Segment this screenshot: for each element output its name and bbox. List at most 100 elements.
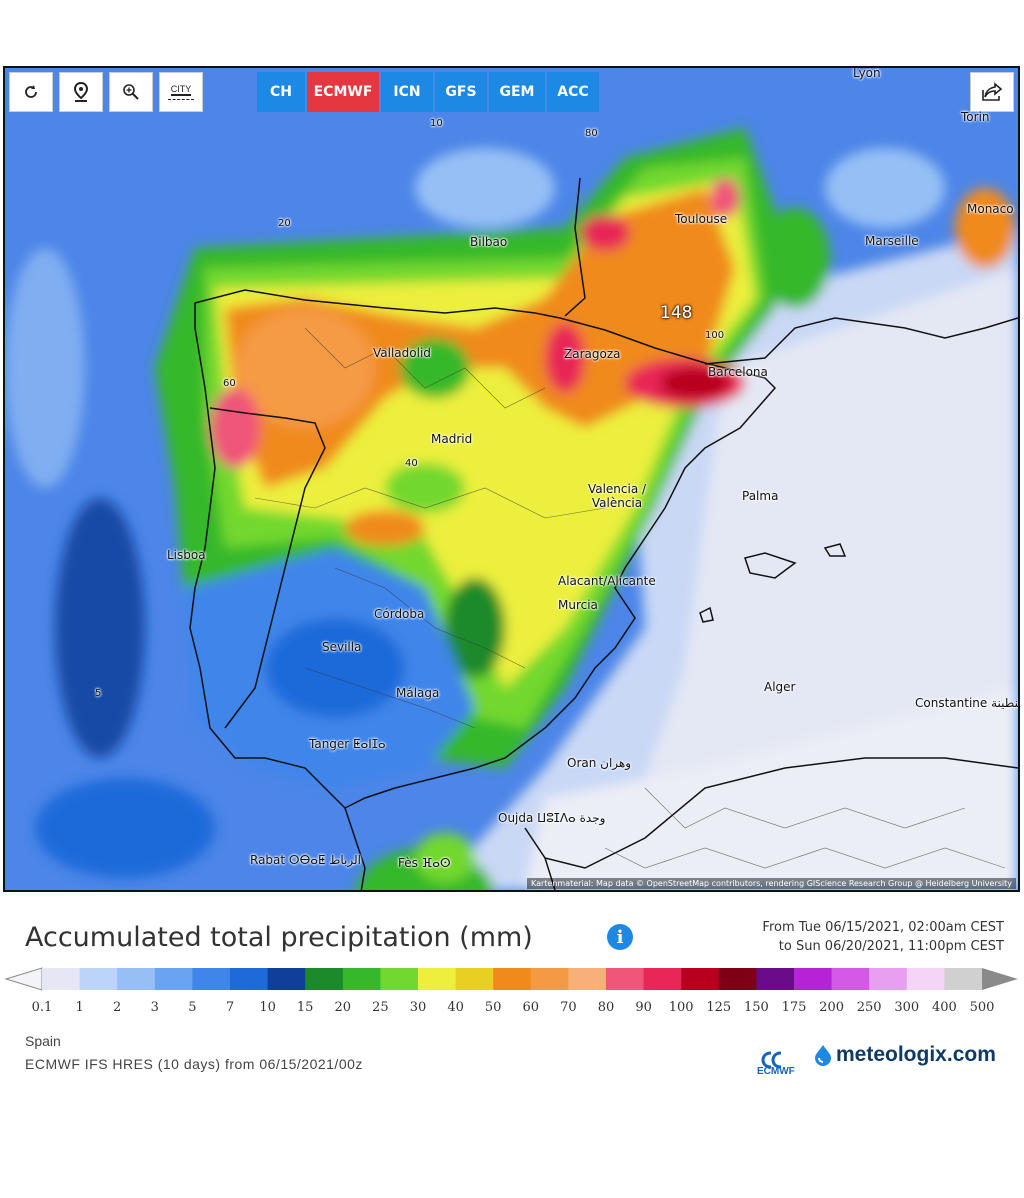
city-label: Valladolid (373, 346, 431, 360)
scale-swatch (869, 968, 908, 990)
scale-tick-label: 70 (560, 1000, 577, 1015)
scale-cap-right (982, 968, 1018, 990)
contour-label: 60 (223, 378, 236, 389)
tab-ecmwf[interactable]: ECMWF (307, 72, 379, 112)
scale-tick-label: 90 (635, 1000, 652, 1015)
city-label: Oran وهران (567, 756, 632, 770)
scale-swatch (944, 968, 983, 990)
scale-tick-label: 0.1 (31, 1000, 53, 1015)
scale-swatch (79, 968, 118, 990)
brand-text: meteologix.com (836, 1043, 996, 1066)
city-label: Palma (742, 489, 779, 503)
city-label: Oujda ⵡⵓⵊⴷⴰ وجدة (498, 811, 606, 825)
city-label: Fès ⴼⴰⵙ (398, 856, 451, 870)
map-pin-icon (73, 81, 89, 102)
city-label: Toulouse (675, 212, 728, 226)
contour-label: 80 (585, 128, 598, 139)
scale-swatch (643, 968, 682, 990)
color-scale-bar (4, 967, 1018, 991)
city-label: Murcia (558, 598, 598, 612)
scale-swatch (906, 968, 945, 990)
scale-tick-label: 1 (75, 1000, 84, 1015)
scale-tick-label: 20 (334, 1000, 352, 1015)
scale-tick-label: 40 (447, 1000, 464, 1015)
scale-tick-label: 150 (743, 1000, 769, 1015)
scale-swatch (606, 968, 645, 990)
scale-swatch (831, 968, 870, 990)
precipitation-map[interactable]: CITY CH ECMWF ICN GFS GEM ACC Lyon Torin… (3, 66, 1020, 892)
scale-tick-label: 10 (259, 1000, 276, 1015)
scale-tick-label: 60 (522, 1000, 540, 1015)
tab-icn[interactable]: ICN (381, 72, 433, 112)
scale-swatch (681, 968, 720, 990)
tab-gem[interactable]: GEM (489, 72, 545, 112)
map-canvas (5, 68, 1018, 890)
scale-tick-label: 250 (856, 1000, 882, 1015)
scale-tick-label: 80 (597, 1000, 615, 1015)
scale-swatch (267, 968, 306, 990)
forecast-period: From Tue 06/15/2021, 02:00am CEST to Sun… (762, 918, 1004, 956)
contour-label: 20 (278, 218, 291, 229)
city-button[interactable]: CITY (159, 72, 203, 112)
scale-swatch (117, 968, 156, 990)
refresh-icon (25, 85, 37, 98)
scale-tick-label: 50 (484, 1000, 502, 1015)
city-label: Valencia / València (587, 482, 647, 510)
city-label: Tanger ⵟⴰⵏⵊⴰ (309, 737, 386, 751)
scale-swatch (154, 968, 193, 990)
city-label: Barcelona (708, 365, 768, 379)
scale-cap-left (4, 967, 43, 991)
scale-swatch (342, 968, 381, 990)
city-label: Lyon (853, 66, 881, 80)
ecmwf-logo (761, 1051, 782, 1069)
city-label: Lisboa (167, 548, 206, 562)
scale-tick-label: 30 (409, 1000, 427, 1015)
share-icon (982, 82, 1003, 101)
city-label: Alacant/Alicante (558, 574, 656, 588)
scale-swatch (493, 968, 532, 990)
share-button[interactable] (970, 72, 1014, 112)
scale-swatch (418, 968, 457, 990)
scale-swatch (305, 968, 344, 990)
scale-tick-label: 100 (668, 1000, 694, 1015)
scale-swatch (42, 968, 81, 990)
city-label: Rabat ⵔⴱⴰⵟ الرباط (250, 853, 361, 867)
location-button[interactable] (59, 72, 103, 112)
scale-tick-label: 300 (894, 1000, 920, 1015)
refresh-button[interactable] (9, 72, 53, 112)
period-from: From Tue 06/15/2021, 02:00am CEST (762, 920, 1004, 935)
scale-swatch (530, 968, 569, 990)
scale-tick-label: 175 (781, 1000, 807, 1015)
tab-ch[interactable]: CH (257, 72, 305, 112)
scale-swatch (756, 968, 795, 990)
city-label: Bilbao (470, 235, 508, 249)
scale-tick-label: 500 (969, 1000, 995, 1015)
scale-tick-label: 15 (296, 1000, 314, 1015)
scale-swatch (455, 968, 494, 990)
scale-swatch (230, 968, 269, 990)
tab-acc[interactable]: ACC (547, 72, 599, 112)
scale-tick-label: 7 (225, 1000, 235, 1015)
city-label: Zaragoza (564, 347, 621, 361)
scale-swatch (192, 968, 231, 990)
max-value-label: 148 (660, 303, 693, 323)
zoom-icon (123, 84, 139, 100)
info-icon[interactable]: i (607, 924, 633, 950)
period-to: to Sun 06/20/2021, 11:00pm CEST (778, 939, 1004, 954)
city-label: Córdoba (374, 607, 425, 621)
meteologix-drop-icon (815, 1045, 831, 1066)
city-label: Torin (961, 110, 990, 124)
scale-tick-label: 5 (188, 1000, 197, 1015)
map-attribution: Kartenmaterial: Map data © OpenStreetMap… (526, 878, 1016, 889)
tab-gfs[interactable]: GFS (435, 72, 487, 112)
brand-logo[interactable]: meteologix.com (812, 1043, 996, 1067)
scale-tick-label: 200 (819, 1000, 844, 1015)
scale-tick-label: 3 (150, 1000, 159, 1015)
city-label: Málaga (396, 686, 440, 700)
scale-tick-label: 125 (706, 1000, 732, 1015)
scale-tick-label: 25 (372, 1000, 389, 1015)
zoom-button[interactable] (109, 72, 153, 112)
contour-label: 40 (405, 458, 418, 469)
city-label: Marseille (865, 234, 919, 248)
city-icon: CITY (170, 84, 192, 96)
